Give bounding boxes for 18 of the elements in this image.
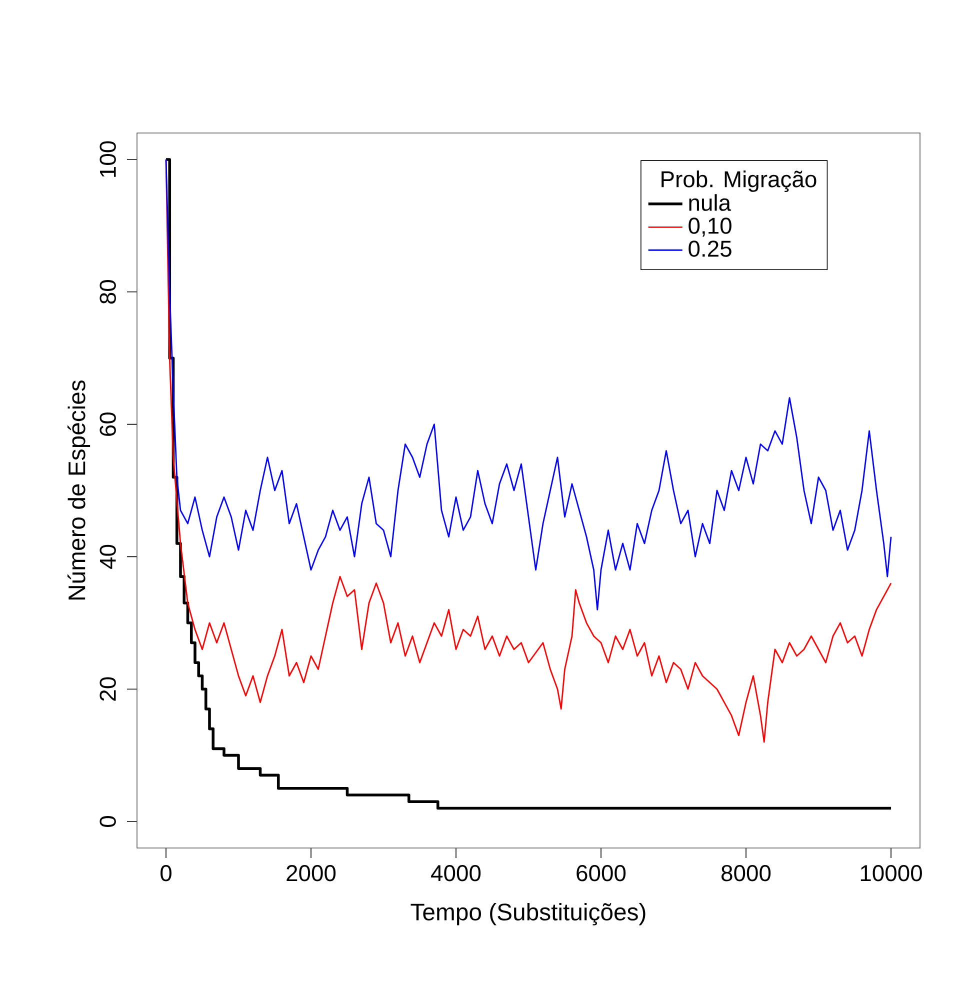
y-tick-label: 80 xyxy=(100,280,116,304)
y-tick-label: 60 xyxy=(100,412,116,436)
y-tick-label: 0 xyxy=(100,816,116,827)
y-tick-label: 20 xyxy=(100,677,116,701)
legend-label: nula xyxy=(689,194,732,211)
y-tick-label: 100 xyxy=(100,141,116,177)
x-tick-label: 6000 xyxy=(576,865,626,882)
x-tick-label: 4000 xyxy=(431,865,481,882)
legend-label: 0,10 xyxy=(688,218,732,237)
y-axis-title: Número de Espécies xyxy=(68,380,90,600)
x-tick-label: 8000 xyxy=(722,865,771,882)
x-tick-label: 10000 xyxy=(860,865,922,882)
legend-label: 0.25 xyxy=(688,240,732,257)
y-tick-label: 40 xyxy=(100,544,116,569)
x-tick-label: 0 xyxy=(160,865,172,882)
x-axis-title: Tempo (Substituições) xyxy=(410,902,646,926)
legend-title: Prob. Migração xyxy=(662,170,816,192)
x-tick-label: 2000 xyxy=(286,865,336,882)
